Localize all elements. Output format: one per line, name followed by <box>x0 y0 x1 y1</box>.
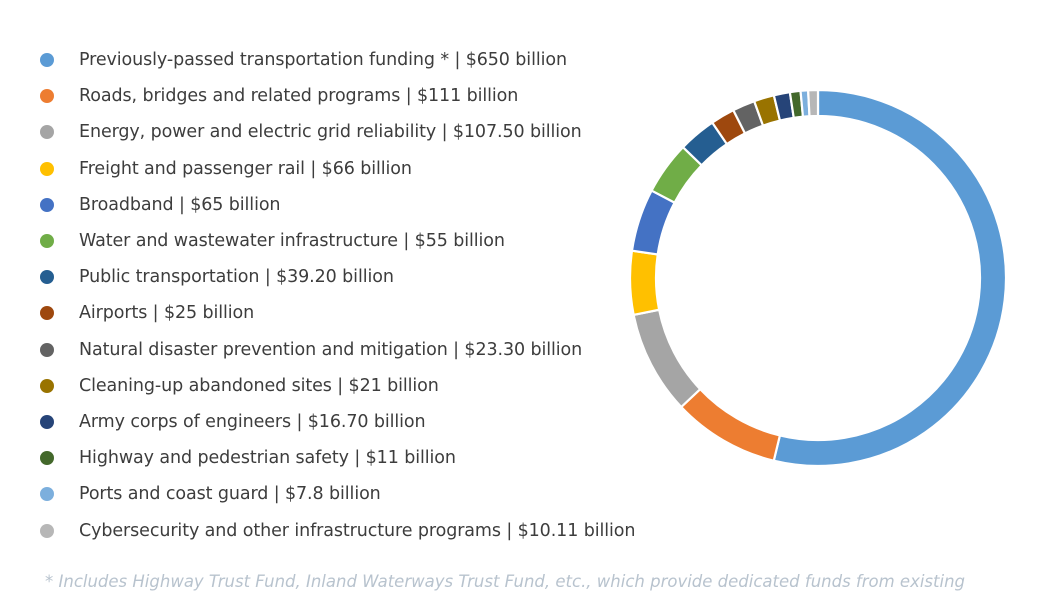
legend-swatch <box>40 234 54 249</box>
legend-item: Roads, bridges and related programs | $1… <box>40 78 635 114</box>
legend-item: Airports | $25 billion <box>40 295 635 331</box>
legend-swatch <box>40 378 54 393</box>
legend-swatch <box>40 487 54 502</box>
legend-item: Army corps of engineers | $16.70 billion <box>40 404 635 440</box>
legend-swatch <box>40 523 54 538</box>
legend-item: Freight and passenger rail | $66 billion <box>40 151 635 187</box>
legend-label: Ports and coast guard | $7.8 billion <box>79 484 381 505</box>
footnote: * Includes Highway Trust Fund, Inland Wa… <box>45 572 966 591</box>
legend-label: Army corps of engineers | $16.70 billion <box>79 411 426 432</box>
legend-item: Cybersecurity and other infrastructure p… <box>40 512 635 548</box>
legend-swatch <box>40 414 54 429</box>
legend-item: Previously-passed transportation funding… <box>40 42 635 78</box>
donut-slice <box>807 88 820 118</box>
legend-swatch <box>40 306 54 321</box>
legend-item: Highway and pedestrian safety | $11 bill… <box>40 440 635 476</box>
chart-legend: Previously-passed transportation funding… <box>40 42 635 549</box>
legend-item: Cleaning-up abandoned sites | $21 billio… <box>40 368 635 404</box>
legend-label: Highway and pedestrian safety | $11 bill… <box>79 448 456 469</box>
donut-slice <box>680 388 781 462</box>
donut-slice <box>772 88 1008 468</box>
legend-item: Broadband | $65 billion <box>40 187 635 223</box>
legend-label: Previously-passed transportation funding… <box>79 50 567 71</box>
legend-label: Energy, power and electric grid reliabil… <box>79 122 582 143</box>
legend-label: Airports | $25 billion <box>79 303 255 324</box>
legend-label: Cleaning-up abandoned sites | $21 billio… <box>79 375 439 396</box>
donut-slice <box>628 249 661 316</box>
legend-swatch <box>40 197 54 212</box>
legend-swatch <box>40 89 54 104</box>
legend-label: Cybersecurity and other infrastructure p… <box>79 520 636 541</box>
legend-label: Freight and passenger rail | $66 billion <box>79 158 412 179</box>
legend-item: Energy, power and electric grid reliabil… <box>40 114 635 150</box>
legend-swatch <box>40 342 54 357</box>
legend-swatch <box>40 53 54 68</box>
legend-swatch <box>40 451 54 466</box>
legend-label: Water and wastewater infrastructure | $5… <box>79 231 505 252</box>
legend-swatch <box>40 270 54 285</box>
legend-label: Public transportation | $39.20 billion <box>79 267 394 288</box>
legend-swatch <box>40 161 54 176</box>
legend-item: Public transportation | $39.20 billion <box>40 259 635 295</box>
legend-item: Ports and coast guard | $7.8 billion <box>40 476 635 512</box>
legend-item: Water and wastewater infrastructure | $5… <box>40 223 635 259</box>
legend-label: Natural disaster prevention and mitigati… <box>79 339 583 360</box>
legend-label: Roads, bridges and related programs | $1… <box>79 86 519 107</box>
legend-swatch <box>40 125 54 140</box>
donut-slice <box>632 308 702 409</box>
legend-label: Broadband | $65 billion <box>79 194 281 215</box>
legend-item: Natural disaster prevention and mitigati… <box>40 332 635 368</box>
donut-chart <box>628 88 1008 468</box>
